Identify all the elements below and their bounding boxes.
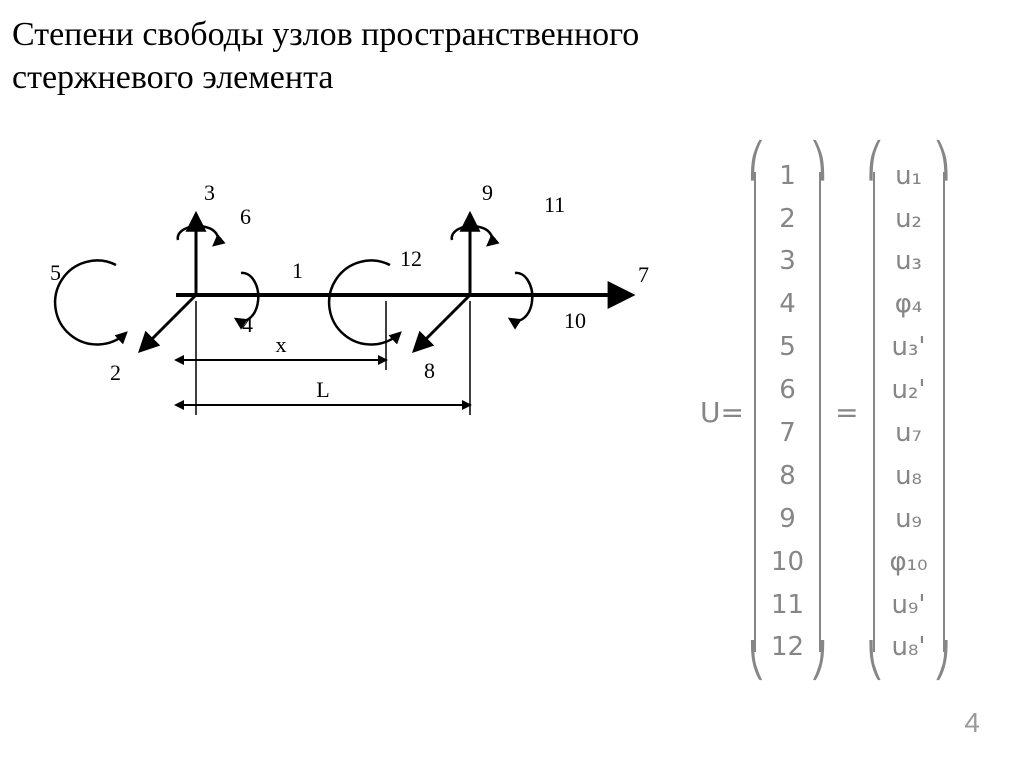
svg-text:5: 5	[50, 260, 61, 285]
svg-text:10: 10	[564, 308, 586, 333]
index-cell: 3	[779, 240, 796, 283]
svg-text:4: 4	[242, 312, 253, 337]
symbol-cell: u₃	[895, 240, 922, 283]
symbol-cell: φ₄	[895, 283, 923, 326]
svg-text:6: 6	[240, 204, 251, 229]
index-cell: 12	[771, 626, 804, 669]
index-cell: 5	[779, 326, 796, 369]
index-column: 123456789101112	[765, 155, 810, 670]
svg-text:x: x	[276, 332, 287, 357]
equals-sign: =	[827, 396, 866, 429]
svg-text:8: 8	[424, 358, 435, 383]
index-cell: 6	[779, 369, 796, 412]
svg-text:L: L	[316, 377, 329, 402]
index-cell: 1	[779, 155, 796, 198]
index-cell: 7	[779, 412, 796, 455]
index-cell: 4	[779, 283, 796, 326]
symbol-cell: u₃'	[892, 326, 926, 369]
symbol-cell: u₇	[895, 412, 922, 455]
index-cell: 10	[771, 541, 804, 584]
formula-lead: U=	[700, 396, 748, 429]
dof-vector-formula: U= ⎛⎝ 123456789101112 ⎞⎠ = ⎛⎝ u₁u₂u₃φ₄u₃…	[700, 132, 951, 692]
symbol-cell: φ₁₀	[890, 541, 928, 584]
svg-text:7: 7	[638, 262, 649, 287]
symbol-cell: u₈	[895, 455, 922, 498]
left-paren-2: ⎛⎝	[867, 152, 884, 672]
symbol-cell: u₂'	[892, 369, 926, 412]
symbol-cell: u₁	[895, 155, 922, 198]
index-cell: 9	[779, 498, 796, 541]
symbol-cell: u₈'	[892, 626, 926, 669]
svg-text:3: 3	[204, 180, 215, 205]
dof-diagram: xL123456789101112	[14, 160, 674, 440]
svg-text:9: 9	[482, 180, 493, 205]
index-cell: 11	[771, 584, 804, 627]
index-cell: 2	[779, 198, 796, 241]
right-paren-1: ⎞⎠	[810, 152, 827, 672]
symbol-column: u₁u₂u₃φ₄u₃'u₂'u₇u₈u₉φ₁₀u₉'u₈'	[884, 155, 934, 670]
page-title: Степени свободы узлов пространственного …	[12, 14, 772, 99]
svg-text:1: 1	[292, 258, 303, 283]
symbol-cell: u₉'	[892, 584, 926, 627]
right-paren-2: ⎞⎠	[934, 152, 951, 672]
symbol-cell: u₂	[895, 198, 922, 241]
svg-text:2: 2	[110, 360, 121, 385]
symbol-cell: u₉	[895, 498, 922, 541]
index-cell: 8	[779, 455, 796, 498]
svg-text:12: 12	[400, 246, 422, 271]
left-paren-1: ⎛⎝	[748, 152, 765, 672]
svg-text:11: 11	[544, 192, 565, 217]
page-number: 4	[964, 707, 980, 739]
